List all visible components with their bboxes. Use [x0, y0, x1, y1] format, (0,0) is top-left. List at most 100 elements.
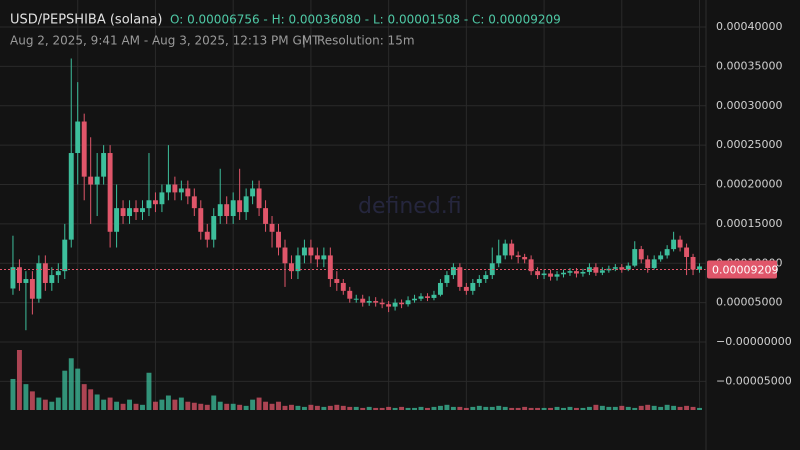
- volume-bar: [165, 395, 171, 410]
- volume-bar: [172, 399, 178, 410]
- candle-body: [573, 271, 579, 274]
- volume-bar: [237, 404, 243, 410]
- candle-body: [561, 272, 566, 275]
- candle-body: [509, 243, 515, 256]
- y-tick-label: 0.00005000: [716, 296, 782, 309]
- y-tick-label: 0.00015000: [716, 217, 782, 230]
- candle-body: [360, 298, 366, 303]
- volume-bar: [185, 401, 191, 410]
- volume-bar: [476, 405, 482, 410]
- volume-bar: [399, 406, 405, 410]
- volume-bar: [263, 401, 269, 410]
- volume-bar: [68, 358, 74, 410]
- volume-bar: [159, 399, 165, 410]
- candle-body: [75, 121, 81, 154]
- candle-body: [276, 231, 281, 248]
- volume-bar: [16, 350, 22, 410]
- volume-bar: [625, 406, 631, 410]
- candle-body: [191, 196, 197, 209]
- candle-body: [379, 302, 385, 305]
- volume-bar: [638, 405, 644, 410]
- y-tick-label: −0.00000000: [716, 335, 792, 348]
- volume-bar: [276, 401, 281, 410]
- volume-bar: [425, 407, 430, 410]
- candle-body: [243, 196, 249, 213]
- candle-body: [444, 275, 450, 283]
- candle-body: [42, 263, 48, 283]
- candle-body: [405, 300, 411, 305]
- candle-body: [418, 296, 424, 299]
- candle-body: [522, 256, 528, 260]
- candle-body: [282, 247, 288, 264]
- y-tick-label: −0.00005000: [716, 374, 792, 387]
- volume-bar: [632, 407, 638, 410]
- candle-body: [198, 208, 204, 232]
- chart-title: USD/PEPSHIBA (solana): [10, 13, 163, 28]
- volume-bar: [373, 407, 379, 410]
- candle-body: [567, 271, 573, 273]
- volume-bar: [36, 397, 42, 410]
- volume-bar: [386, 406, 392, 410]
- candle-body: [373, 301, 379, 303]
- volume-bar: [664, 404, 670, 410]
- volume-bar: [606, 406, 612, 410]
- watermark: defined.fi: [358, 194, 462, 219]
- volume-bar: [509, 407, 515, 410]
- candle-body: [612, 267, 618, 269]
- volume-bar: [457, 406, 463, 410]
- candle-body: [314, 255, 320, 260]
- volume-bar: [347, 406, 353, 410]
- candle-body: [431, 294, 437, 298]
- volume-bar: [301, 406, 307, 410]
- volume-bar: [114, 401, 120, 410]
- volume-bar: [217, 401, 223, 410]
- volume-bar: [437, 405, 443, 410]
- volume-bar: [353, 406, 359, 410]
- volume-bar: [289, 404, 294, 410]
- volume-bar: [127, 399, 133, 410]
- candle-body: [29, 279, 35, 299]
- candle-body: [554, 274, 560, 277]
- candle-body: [327, 255, 333, 280]
- candle-body: [62, 239, 68, 272]
- last-price-label: 0.00009209: [712, 264, 778, 277]
- volume-bar: [515, 407, 521, 410]
- candle-body: [165, 184, 171, 193]
- volume-bar: [178, 397, 184, 410]
- y-tick-label: 0.00020000: [716, 178, 782, 191]
- volume-bar: [81, 384, 87, 410]
- volume-bar: [295, 405, 301, 410]
- candle-body: [133, 208, 139, 213]
- volume-bar: [528, 407, 534, 410]
- volume-bar: [243, 405, 249, 410]
- candle-body: [470, 282, 476, 291]
- candle-body: [172, 184, 178, 193]
- volume-bar: [360, 407, 366, 410]
- candle-body: [94, 176, 100, 185]
- candle-body: [463, 286, 469, 291]
- candle-body: [127, 208, 133, 217]
- volume-bar: [94, 394, 100, 410]
- volume-bar: [405, 407, 411, 410]
- y-tick-label: 0.00035000: [716, 59, 782, 72]
- candle-body: [81, 121, 87, 177]
- volume-bar: [308, 404, 314, 410]
- candle-body: [88, 176, 94, 185]
- candle-body: [178, 188, 184, 193]
- volume-bar: [392, 407, 398, 410]
- candle-body: [392, 302, 398, 307]
- candle-body: [638, 249, 644, 260]
- volume-bar: [49, 401, 55, 410]
- volume-bar: [567, 406, 573, 410]
- volume-bar: [554, 406, 560, 410]
- candle-body: [366, 301, 372, 303]
- volume-bar: [146, 372, 152, 410]
- candle-body: [301, 247, 307, 256]
- candle-body: [347, 290, 353, 299]
- volume-bar: [412, 407, 417, 410]
- volume-bar: [496, 405, 502, 410]
- volume-bar: [269, 403, 275, 410]
- volume-bar: [211, 395, 217, 410]
- candle-body: [289, 263, 294, 272]
